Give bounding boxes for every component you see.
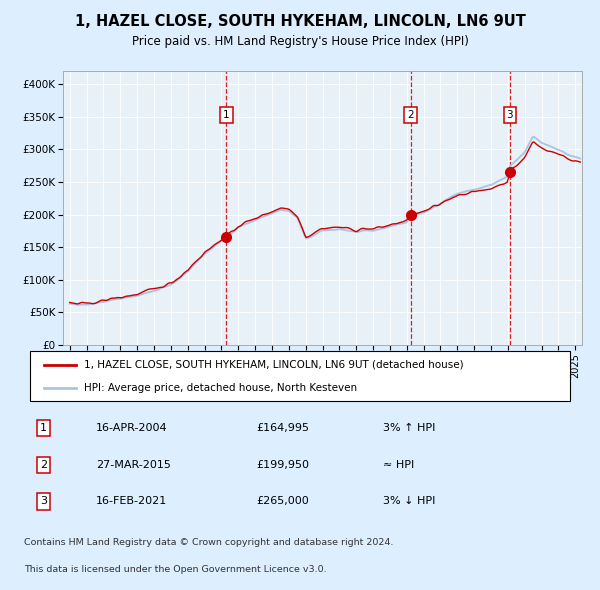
Text: 1: 1 [40,423,47,433]
Text: HPI: Average price, detached house, North Kesteven: HPI: Average price, detached house, Nort… [84,383,357,393]
Text: £164,995: £164,995 [256,423,309,433]
Text: 1, HAZEL CLOSE, SOUTH HYKEHAM, LINCOLN, LN6 9UT: 1, HAZEL CLOSE, SOUTH HYKEHAM, LINCOLN, … [74,14,526,29]
Text: This data is licensed under the Open Government Licence v3.0.: This data is licensed under the Open Gov… [24,565,326,574]
Text: 3% ↓ HPI: 3% ↓ HPI [383,496,435,506]
Text: Price paid vs. HM Land Registry's House Price Index (HPI): Price paid vs. HM Land Registry's House … [131,35,469,48]
Text: 16-FEB-2021: 16-FEB-2021 [96,496,167,506]
Text: 27-MAR-2015: 27-MAR-2015 [96,460,170,470]
Text: £199,950: £199,950 [256,460,309,470]
Text: 2: 2 [407,110,414,120]
Text: ≈ HPI: ≈ HPI [383,460,414,470]
FancyBboxPatch shape [30,351,570,401]
Text: Contains HM Land Registry data © Crown copyright and database right 2024.: Contains HM Land Registry data © Crown c… [24,538,394,547]
Text: 16-APR-2004: 16-APR-2004 [96,423,167,433]
Text: 1, HAZEL CLOSE, SOUTH HYKEHAM, LINCOLN, LN6 9UT (detached house): 1, HAZEL CLOSE, SOUTH HYKEHAM, LINCOLN, … [84,359,464,369]
Text: 3% ↑ HPI: 3% ↑ HPI [383,423,435,433]
Text: 1: 1 [223,110,230,120]
Text: 3: 3 [40,496,47,506]
Text: 2: 2 [40,460,47,470]
Text: £265,000: £265,000 [256,496,308,506]
Text: 3: 3 [506,110,513,120]
